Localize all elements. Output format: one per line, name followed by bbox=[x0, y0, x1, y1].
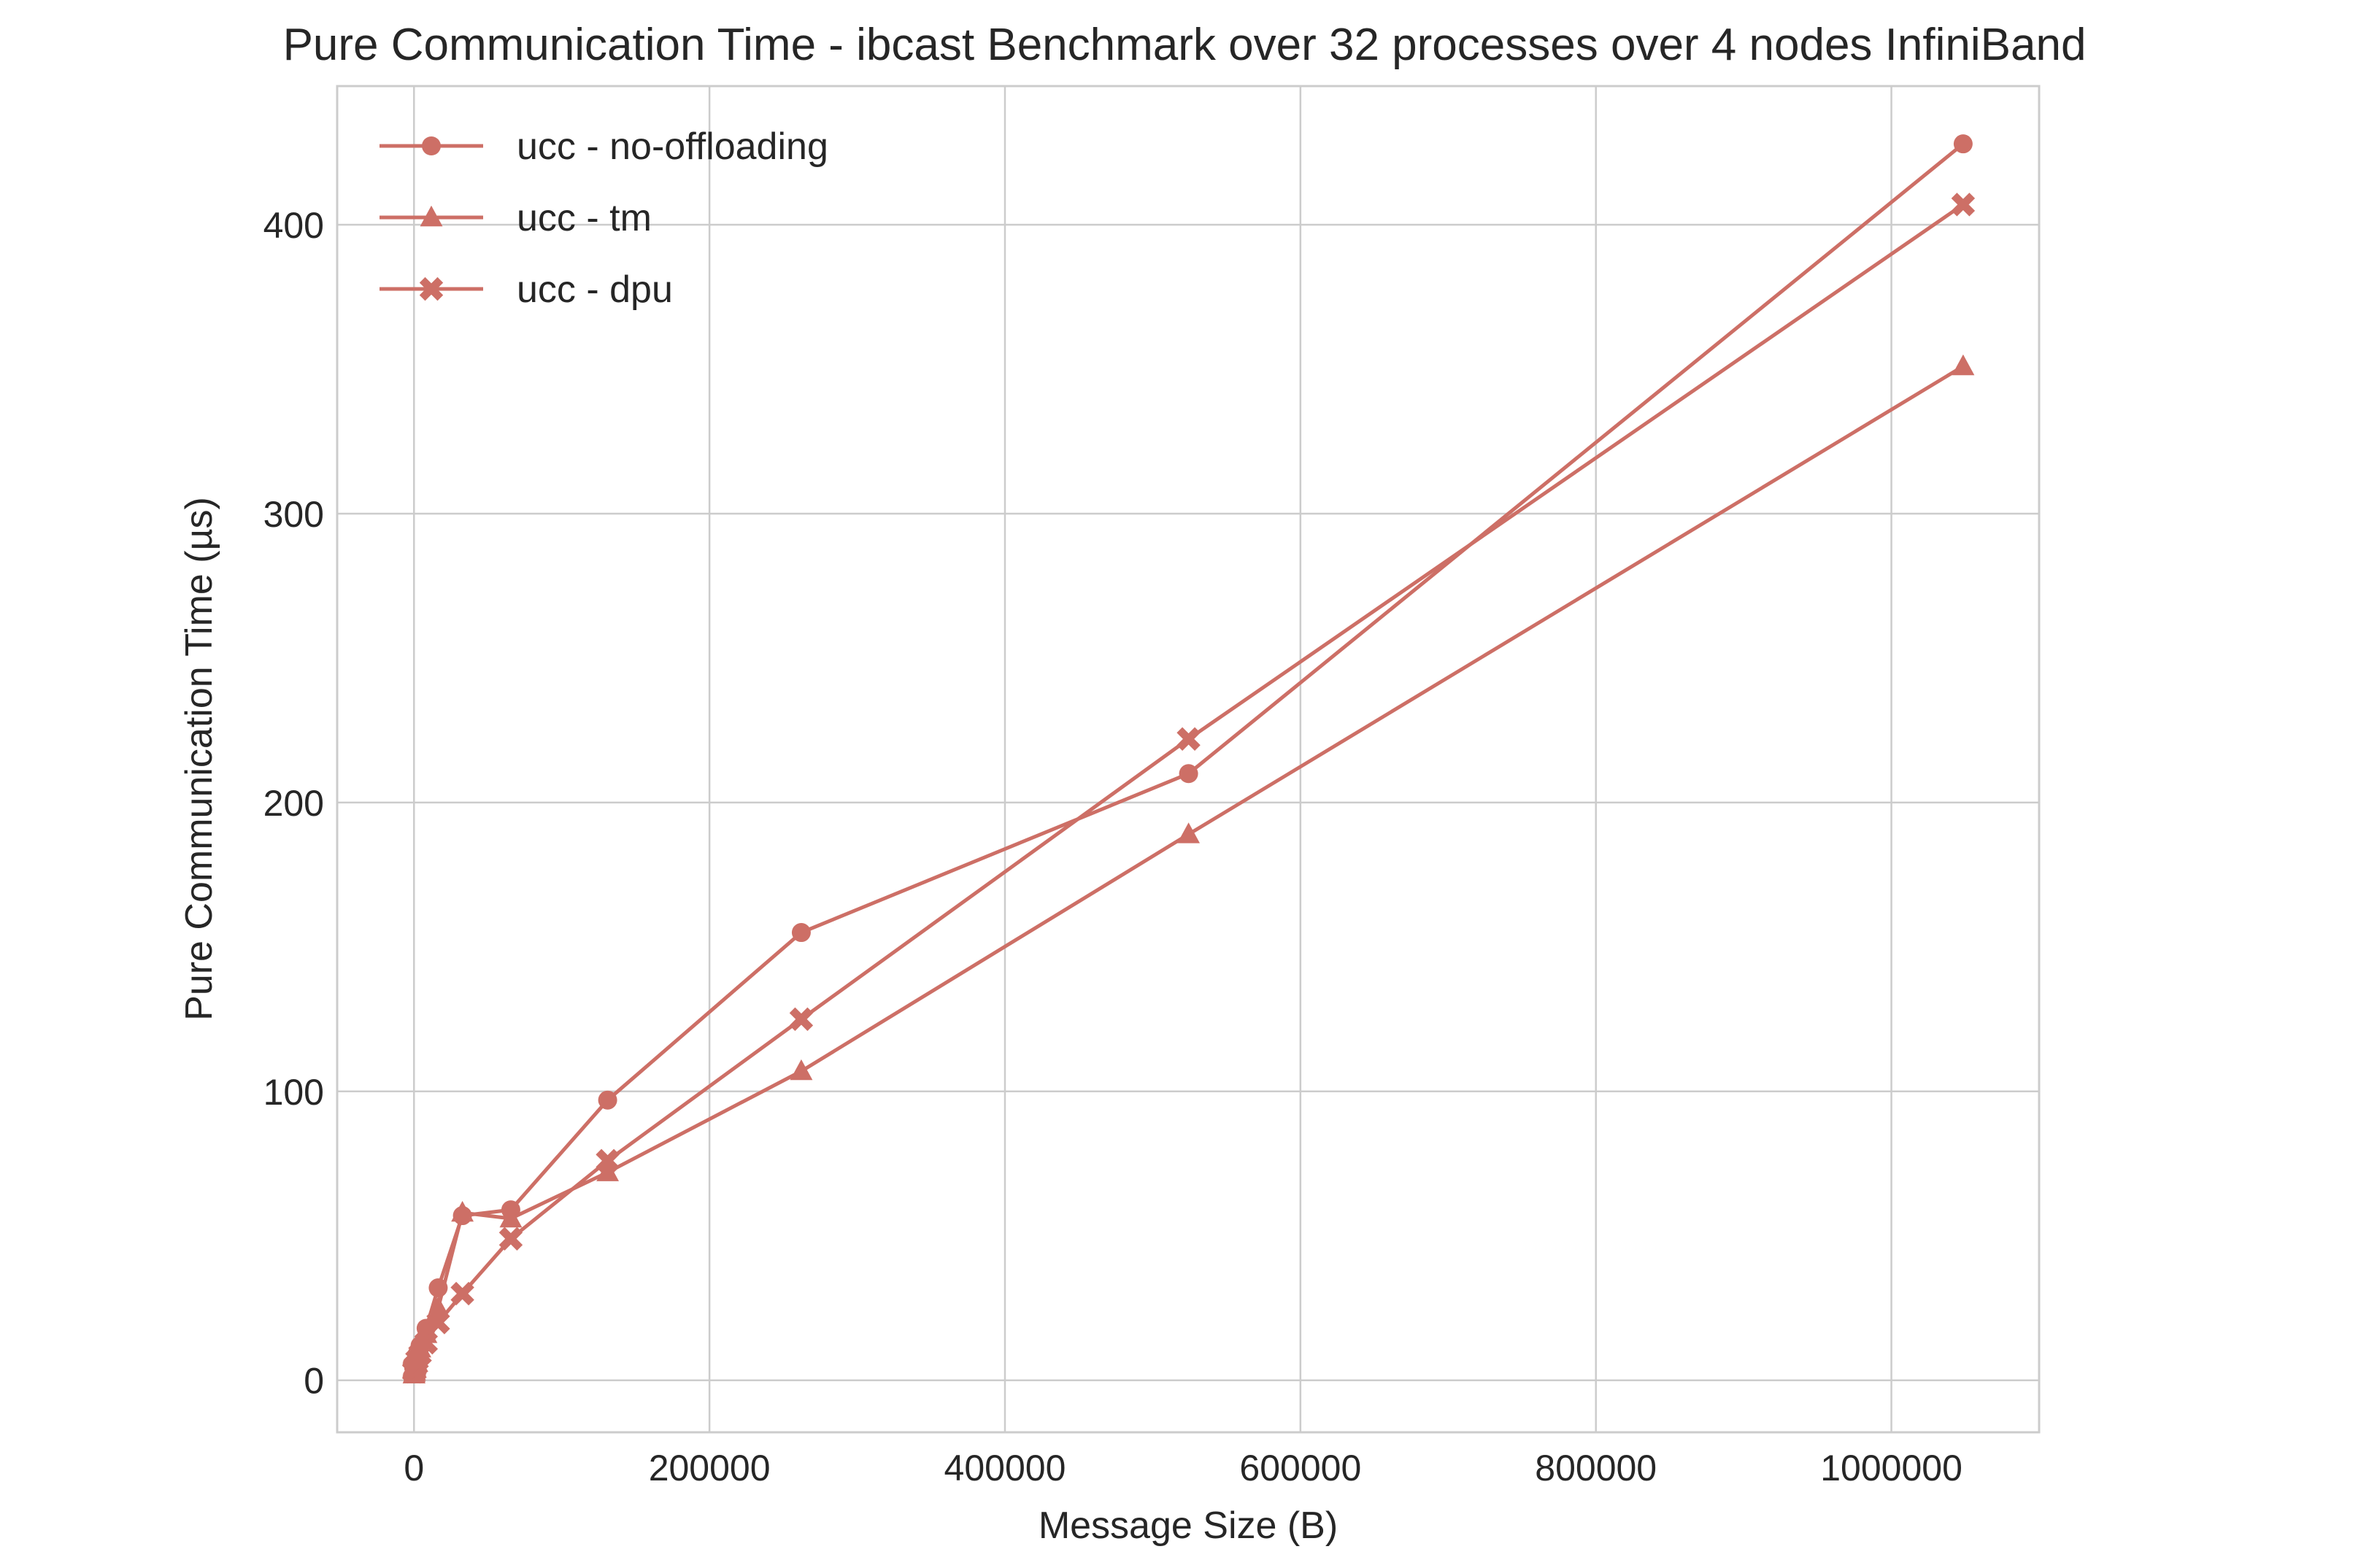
data-point bbox=[789, 1007, 814, 1032]
legend-label: ucc - tm bbox=[517, 197, 652, 239]
data-point bbox=[1177, 822, 1201, 843]
plot-frame bbox=[336, 85, 2041, 1434]
legend-label: ucc - no-offloading bbox=[517, 125, 828, 168]
data-point-stroke bbox=[498, 1227, 523, 1251]
x-tick-label: 200000 bbox=[649, 1448, 771, 1488]
data-point bbox=[1951, 193, 1976, 217]
data-point-stroke bbox=[1176, 727, 1201, 751]
x-tick-label: 800000 bbox=[1535, 1448, 1657, 1488]
legend-item: ucc - tm bbox=[380, 197, 652, 239]
series-line bbox=[412, 364, 1965, 1377]
y-tick-label: 0 bbox=[304, 1361, 324, 1402]
legend-marker-stroke bbox=[419, 277, 444, 301]
x-tick-label: 600000 bbox=[1239, 1448, 1361, 1488]
data-point-stroke bbox=[789, 1007, 814, 1032]
data-point bbox=[450, 1281, 474, 1306]
x-axis-ticks: 0 200000 400000 600000 800000 1000000 bbox=[404, 1448, 1962, 1488]
y-axis-label: Pure Communication Time (µs) bbox=[178, 497, 220, 1021]
series-2 bbox=[402, 193, 1976, 1384]
y-axis-ticks: 0 100 200 300 400 bbox=[263, 205, 324, 1402]
data-point bbox=[1953, 134, 1973, 154]
data-point bbox=[414, 1331, 439, 1355]
x-tick-label: 400000 bbox=[944, 1448, 1066, 1488]
y-tick-label: 100 bbox=[263, 1072, 324, 1113]
data-point-stroke bbox=[1951, 193, 1976, 217]
series-line bbox=[412, 203, 1965, 1374]
legend-item: ucc - dpu bbox=[380, 269, 673, 311]
chart-title: Pure Communication Time - ibcast Benchma… bbox=[283, 20, 2087, 70]
legend-marker bbox=[419, 277, 444, 301]
data-point-stroke bbox=[414, 1331, 439, 1355]
data-point bbox=[499, 1206, 523, 1228]
y-tick-label: 300 bbox=[263, 494, 324, 535]
data-point bbox=[1952, 354, 1975, 376]
legend-marker bbox=[422, 136, 441, 155]
data-point-stroke bbox=[426, 1310, 450, 1335]
x-axis-label: Message Size (B) bbox=[1039, 1505, 1338, 1547]
y-tick-label: 200 bbox=[263, 783, 324, 824]
data-point bbox=[451, 1200, 474, 1222]
data-point bbox=[791, 923, 811, 943]
data-point bbox=[1176, 727, 1201, 751]
data-point bbox=[596, 1148, 620, 1173]
series-line bbox=[412, 142, 1965, 1371]
data-point bbox=[426, 1310, 450, 1335]
data-point-stroke bbox=[596, 1148, 620, 1173]
data-point-stroke bbox=[450, 1281, 474, 1306]
data-point bbox=[498, 1227, 523, 1251]
legend-marker bbox=[420, 205, 443, 227]
legend-item: ucc - no-offloading bbox=[380, 125, 828, 168]
x-tick-label: 1000000 bbox=[1820, 1448, 1962, 1488]
y-tick-label: 400 bbox=[263, 205, 324, 246]
data-point bbox=[598, 1090, 617, 1110]
series-group bbox=[402, 134, 1976, 1384]
data-point bbox=[790, 1059, 813, 1081]
grid bbox=[337, 86, 2039, 1432]
legend: ucc - no-offloading ucc - tm ucc - dpu bbox=[380, 125, 828, 311]
x-tick-label: 0 bbox=[404, 1448, 424, 1488]
legend-label: ucc - dpu bbox=[517, 269, 673, 311]
data-point bbox=[1179, 764, 1198, 784]
data-point bbox=[596, 1160, 620, 1181]
series-1 bbox=[402, 354, 1975, 1384]
series-0 bbox=[404, 134, 1973, 1378]
